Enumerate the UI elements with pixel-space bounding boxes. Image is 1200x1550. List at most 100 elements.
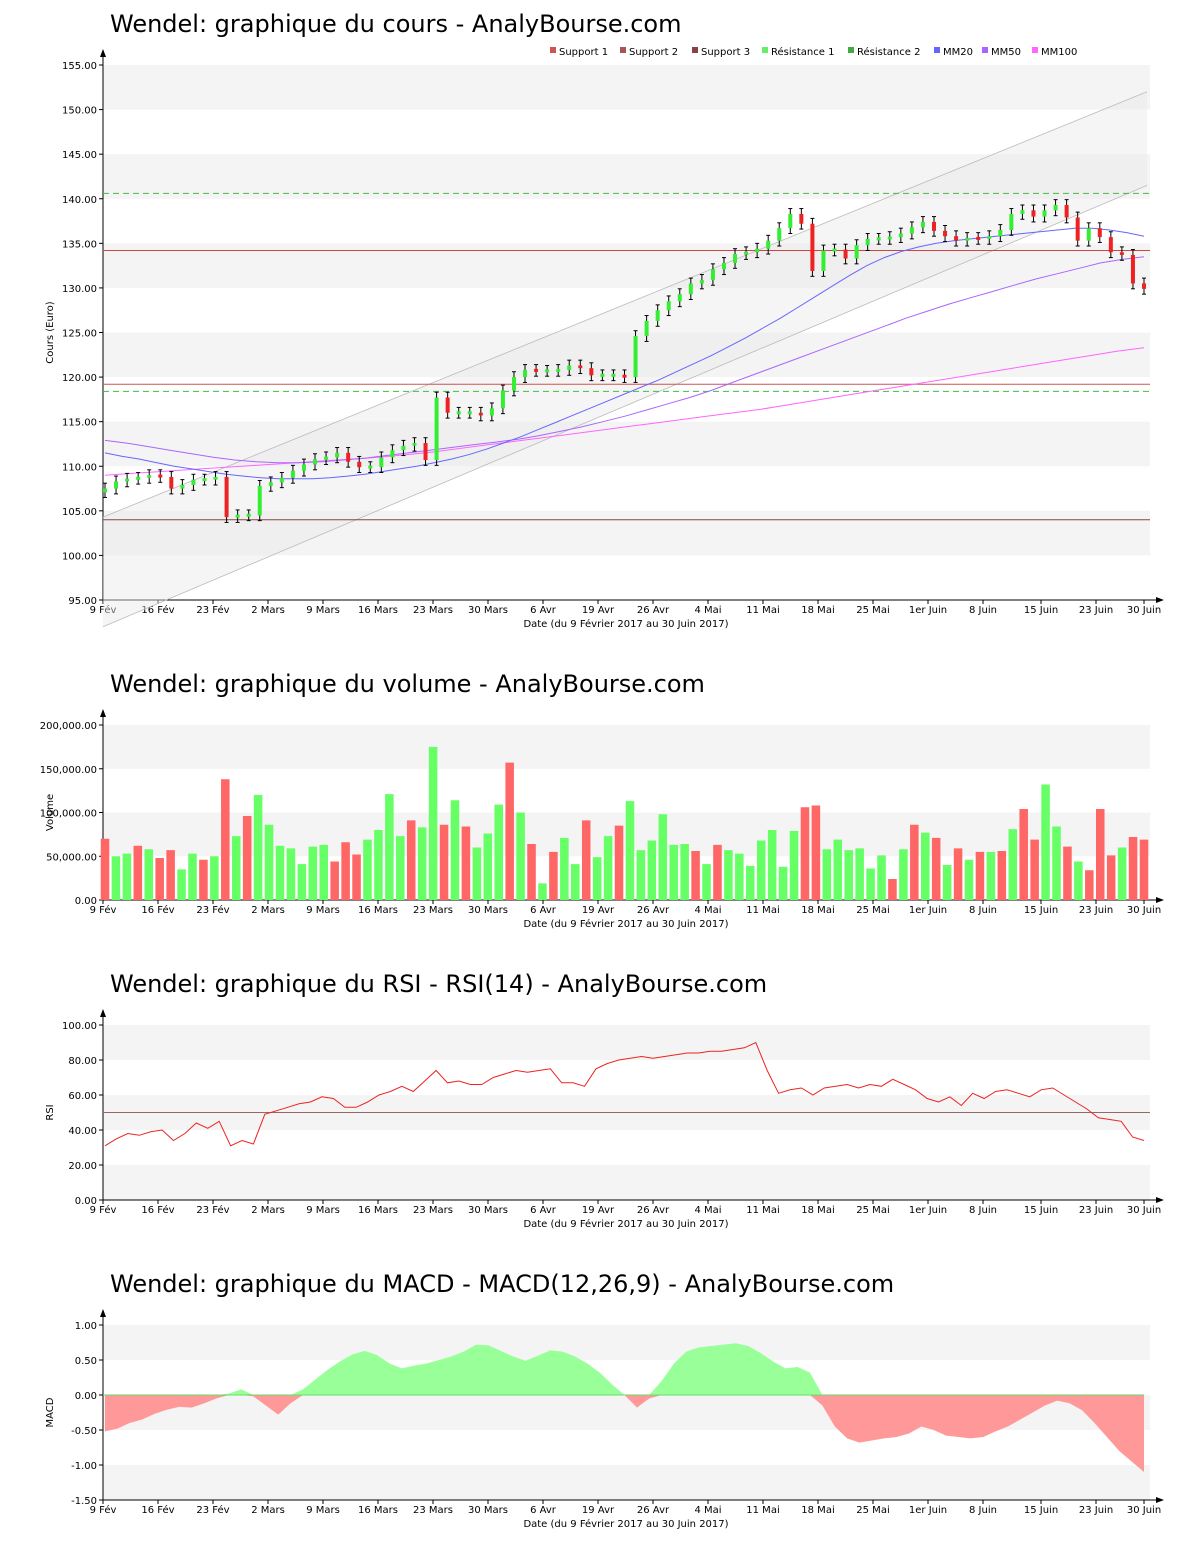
x-tick-label: 26 Avr (637, 1205, 670, 1216)
candle-body (865, 238, 870, 246)
x-tick-label: 8 Juin (969, 605, 997, 616)
candle-body (1142, 283, 1146, 289)
candle-body (843, 249, 848, 259)
volume-bar (538, 883, 547, 900)
mm100-line (104, 347, 1145, 476)
x-tick-label: 30 Mars (468, 605, 508, 616)
y-axis-arrow (100, 1009, 106, 1017)
candle-body (876, 237, 881, 241)
candle-body (467, 411, 472, 415)
candle-body (799, 213, 804, 224)
x-tick-label: 16 Mars (358, 1505, 398, 1516)
candle-body (600, 373, 605, 377)
volume-bar (1008, 829, 1018, 900)
volume-bar (636, 850, 646, 900)
legend-swatch (550, 47, 556, 53)
candle-body (943, 230, 948, 237)
rsi-line (104, 1041, 1145, 1147)
x-tick-label: 30 Juin (1127, 1505, 1161, 1516)
volume-bar (910, 824, 919, 900)
candle-body (379, 457, 384, 468)
candle-body (1108, 237, 1113, 253)
volume-bar (341, 842, 350, 900)
x-tick-label: 9 Mars (306, 1205, 340, 1216)
rsi-chart: 0.00 20.00 40.00 60.00 80.00 100.00 9 Fév 16 Fé… (45, 1009, 1164, 1230)
volume-bar (188, 853, 197, 900)
legend-label: Résistance 2 (857, 46, 920, 58)
grid-band (103, 1325, 1150, 1360)
price-panel: Wendel: graphique du cours - AnalyBourse… (0, 0, 1200, 640)
volume-bar (647, 840, 657, 900)
candle-body (699, 279, 704, 284)
volume-bar (374, 830, 383, 900)
volume-bar (1074, 861, 1083, 900)
candle-body (976, 236, 981, 240)
x-tick-label: 4 Mai (694, 1205, 721, 1216)
volume-bar (1139, 839, 1149, 900)
legend-label: Résistance 1 (771, 46, 834, 58)
y-tick-label: 135.00 (62, 239, 97, 250)
macd-negative-area (105, 1395, 1144, 1472)
candle-body (235, 514, 240, 518)
candle-body (202, 478, 207, 482)
x-axis-title: Date (du 9 Février 2017 au 30 Juin 2017) (523, 618, 728, 630)
x-tick-label: 9 Fév (90, 1504, 117, 1516)
grid-band (103, 1165, 1150, 1200)
x-tick-label: 2 Mars (251, 605, 285, 616)
macd-panel: Wendel: graphique du MACD - MACD(12,26,9… (0, 1240, 1200, 1550)
x-tick-label: 15 Juin (1024, 1205, 1058, 1216)
volume-bar (953, 848, 963, 900)
volume-bar (330, 861, 339, 900)
volume-bar (931, 837, 941, 900)
volume-bar (778, 866, 788, 900)
candle-body (1009, 213, 1014, 230)
x-tick-label: 16 Fév (141, 1204, 174, 1216)
x-tick-label: 8 Juin (969, 1505, 997, 1516)
legend-label: Support 1 (559, 47, 608, 58)
x-tick-label: 15 Juin (1024, 905, 1058, 916)
volume-bar (297, 864, 307, 900)
volume-bar (319, 844, 329, 900)
candle-body (180, 484, 185, 489)
x-tick-label: 4 Mai (694, 905, 721, 916)
volume-bar (746, 865, 755, 900)
candle-body (346, 452, 351, 462)
candle-body (810, 223, 815, 271)
x-tick-label: 18 Mai (801, 905, 834, 916)
candle-body (1020, 210, 1025, 214)
candle-body (511, 377, 516, 391)
legend-swatch (1032, 47, 1038, 53)
legend-swatch (692, 47, 698, 53)
y-tick-label: 0.00 (75, 1391, 97, 1402)
candle-body (246, 513, 251, 517)
candle-body (279, 477, 284, 483)
volume-bar (253, 795, 263, 900)
volume-bar (571, 864, 580, 900)
volume-bar (483, 833, 493, 900)
candle-body (401, 445, 406, 451)
x-tick-label: 23 Mars (413, 905, 453, 916)
x-tick-label: 26 Avr (637, 905, 670, 916)
x-tick-label: 23 Mars (413, 1505, 453, 1516)
volume-bar (1085, 870, 1094, 900)
volume-bar (975, 851, 985, 900)
y-tick-label: 100.00 (62, 1021, 97, 1032)
volume-bar (560, 837, 569, 900)
volume-bar (406, 820, 416, 900)
grid-band (103, 65, 1150, 110)
volume-bar (767, 830, 777, 900)
x-tick-label: 23 Fév (196, 604, 229, 616)
legend-swatch (762, 47, 768, 53)
candle-body (169, 476, 174, 489)
candle-body (567, 365, 572, 370)
candle-body (832, 248, 837, 252)
x-tick-label: 23 Juin (1079, 1505, 1113, 1516)
volume-bar (581, 820, 591, 900)
candle-body (578, 365, 583, 369)
x-tick-label: 9 Mars (306, 605, 340, 616)
y-axis-title: Volume (45, 794, 56, 831)
x-tick-label: 18 Mai (801, 605, 834, 616)
y-tick-label: 120.00 (62, 373, 97, 384)
y-tick-label: 40.00 (68, 1126, 97, 1137)
macd-chart: -1.50 -1.00 -0.50 0.00 0.50 1.00 9 Fév 16 Fév 23… (45, 1309, 1164, 1530)
